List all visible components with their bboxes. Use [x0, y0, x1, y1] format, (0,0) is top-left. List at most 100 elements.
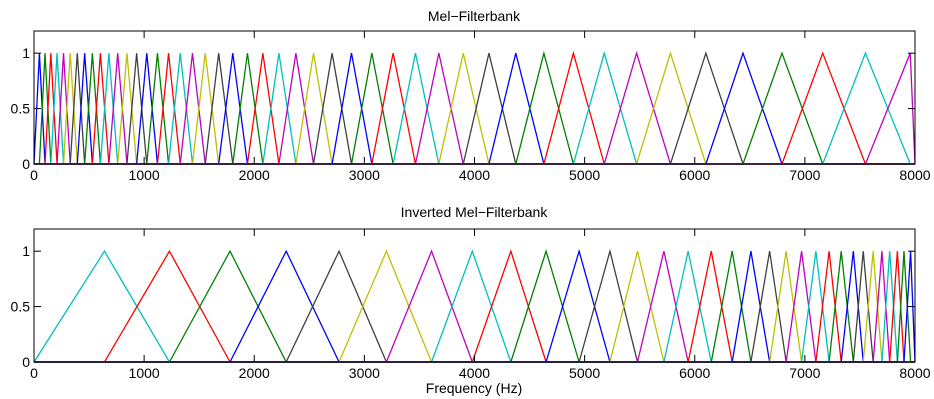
filter-line	[34, 251, 915, 363]
x-tick-label: 2000	[239, 167, 270, 183]
filter-line	[34, 53, 915, 165]
filter-line	[34, 51, 915, 165]
x-tick-label: 8000	[899, 365, 930, 381]
y-tick-label: 0.5	[11, 299, 31, 315]
filter-line	[34, 251, 915, 363]
bottom-plot-ticks: 0 1000 2000 3000 4000 5000 6000 7000 8000 0 0.5 1	[11, 229, 931, 381]
x-tick-label: 2000	[239, 365, 270, 381]
filter-line	[34, 50, 915, 165]
filter-line	[34, 251, 915, 363]
x-tick-label: 7000	[789, 365, 820, 381]
filter-line	[34, 53, 915, 165]
filter-line	[34, 51, 915, 165]
bottom-plot-filters	[33, 248, 916, 363]
top-plot-panel: Mel−Filterbank 0 1000 2000 3000 4000 5000 6000…	[11, 8, 931, 183]
top-plot-filters	[33, 50, 916, 165]
filter-line	[34, 53, 915, 165]
y-tick-label: 0	[22, 354, 30, 370]
filter-line	[34, 251, 915, 363]
bottom-plot-title: Inverted Mel−Filterbank	[401, 204, 549, 220]
filter-line	[34, 251, 915, 363]
filter-line	[34, 249, 915, 363]
filter-line	[34, 53, 915, 165]
y-tick-label: 1	[22, 243, 30, 259]
filter-line	[34, 53, 915, 165]
x-tick-label: 5000	[569, 365, 600, 381]
filter-line	[34, 53, 915, 165]
filter-line	[34, 53, 915, 165]
filter-line	[34, 249, 915, 363]
filter-line	[34, 251, 915, 363]
filter-line	[34, 53, 915, 165]
filter-line	[34, 251, 915, 363]
filter-line	[34, 53, 915, 165]
filter-line	[34, 251, 915, 363]
top-plot-ticks: 0 1000 2000 3000 4000 5000 6000 7000 8000 0 0.5 1	[11, 31, 931, 183]
filter-line	[34, 249, 915, 363]
x-tick-label: 3000	[349, 167, 380, 183]
filter-line	[34, 248, 915, 363]
x-tick-label: 4000	[459, 167, 490, 183]
filter-line	[34, 53, 915, 165]
x-tick-label: 1000	[129, 167, 160, 183]
filter-line	[34, 50, 915, 165]
filter-line	[34, 53, 915, 165]
filter-line	[34, 53, 915, 165]
filter-line	[34, 248, 915, 363]
filter-line	[34, 53, 915, 165]
filter-line	[34, 251, 915, 363]
filter-line	[34, 251, 915, 363]
filter-line	[34, 53, 915, 165]
y-tick-label: 0.5	[11, 101, 31, 117]
x-axis-label: Frequency (Hz)	[426, 380, 522, 396]
x-tick-label: 6000	[679, 365, 710, 381]
filter-line	[34, 52, 916, 165]
x-tick-label: 8000	[899, 167, 930, 183]
filter-line	[34, 251, 915, 363]
filter-line	[34, 51, 915, 165]
filter-line	[34, 53, 915, 165]
x-tick-label: 7000	[789, 167, 820, 183]
y-tick-label: 0	[22, 156, 30, 172]
filter-line	[34, 251, 915, 363]
x-tick-label: 0	[30, 365, 38, 381]
y-tick-label: 1	[22, 45, 30, 61]
x-tick-label: 4000	[459, 365, 490, 381]
filter-line	[34, 53, 915, 165]
x-tick-label: 3000	[349, 365, 380, 381]
filter-line	[34, 249, 915, 363]
x-tick-label: 5000	[569, 167, 600, 183]
filter-line	[34, 53, 915, 165]
filter-line	[34, 50, 915, 165]
filter-line	[34, 249, 915, 363]
filter-line	[34, 251, 915, 363]
filter-line	[34, 51, 915, 165]
filter-line	[34, 53, 915, 165]
filter-line	[34, 53, 915, 165]
top-plot-title: Mel−Filterbank	[428, 8, 521, 24]
filter-line	[33, 249, 915, 363]
filter-line	[34, 53, 915, 165]
filter-line	[34, 251, 915, 363]
filter-line	[34, 251, 915, 363]
filter-line	[34, 50, 915, 165]
filter-line	[34, 53, 915, 165]
filter-line	[34, 248, 915, 363]
filter-line	[34, 51, 915, 165]
filter-line	[34, 53, 915, 165]
filter-line	[34, 53, 915, 165]
filter-line	[34, 251, 915, 363]
filter-line	[34, 251, 915, 363]
filter-line	[34, 251, 915, 363]
filter-line	[34, 53, 915, 165]
x-tick-label: 6000	[679, 167, 710, 183]
filter-line	[34, 251, 916, 363]
filter-line	[34, 249, 915, 363]
filter-line	[34, 53, 915, 165]
filter-line	[34, 53, 915, 165]
filter-line	[34, 53, 915, 165]
filter-line	[34, 53, 915, 165]
filter-line	[34, 53, 915, 165]
